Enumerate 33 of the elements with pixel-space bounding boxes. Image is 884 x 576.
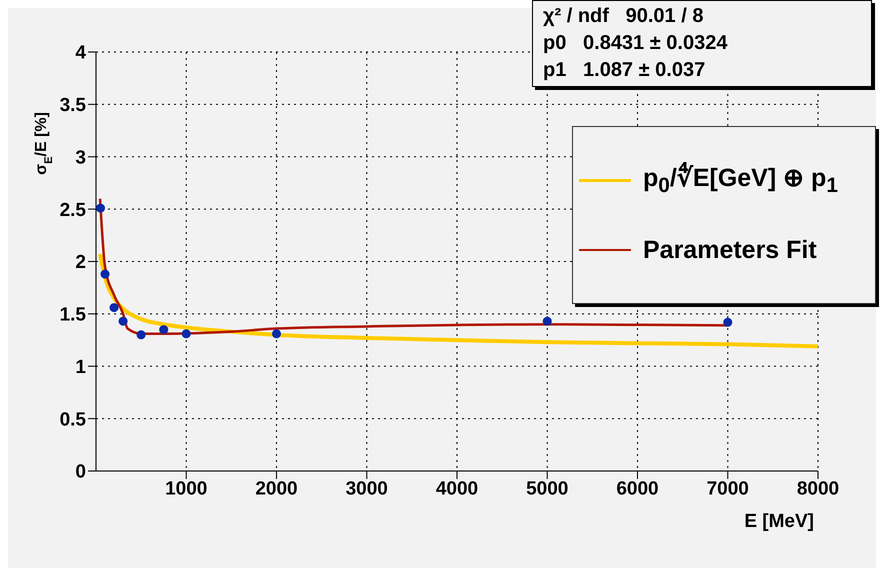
x-tick-label: 7000: [706, 478, 749, 500]
y-tick-label: 1.5: [60, 304, 86, 326]
fit-statistics-box: χ² / ndf 90.01 / 8 p0 0.8431 ± 0.0324 p1 1.087 ± 0.037: [532, 0, 872, 87]
point: [272, 329, 282, 338]
x-tick-label: 3000: [346, 478, 388, 500]
legend-label: p$_{0}$/∜E[GeV] ⊕ p$_{1}$: [643, 162, 838, 198]
y-tick-label: 0: [75, 462, 86, 483]
x-tick-label: 6000: [616, 478, 659, 500]
y-tick-label: 0.5: [60, 409, 86, 430]
point: [100, 270, 110, 279]
point: [110, 303, 119, 312]
y-tick-label: 3: [75, 147, 86, 168]
x-tick-label: 4000: [436, 478, 478, 500]
y-tick-label: 4: [75, 42, 86, 64]
y-tick-label: 2: [75, 252, 86, 274]
point: [542, 316, 552, 326]
legend-label: Parameters Fit: [643, 236, 817, 264]
y-tick-label: 2.5: [60, 200, 86, 221]
point: [723, 318, 732, 327]
point: [118, 316, 128, 326]
point: [182, 329, 191, 338]
x-tick-label: 2000: [255, 478, 298, 500]
point: [96, 204, 106, 213]
y-tick-label: 1: [75, 356, 86, 378]
y-tick-label: 3.5: [60, 95, 86, 116]
point: [136, 330, 146, 340]
point: [159, 325, 168, 334]
annotation: p1 1.087 ± 0.037: [543, 58, 706, 83]
x-tick-label: 5000: [526, 478, 568, 500]
x-axis-title: E [MeV]: [744, 511, 814, 532]
annotation: p0 0.8431 ± 0.0324: [543, 31, 728, 56]
x-tick-label: 8000: [796, 478, 840, 500]
x-tick-label: 1000: [165, 478, 208, 500]
